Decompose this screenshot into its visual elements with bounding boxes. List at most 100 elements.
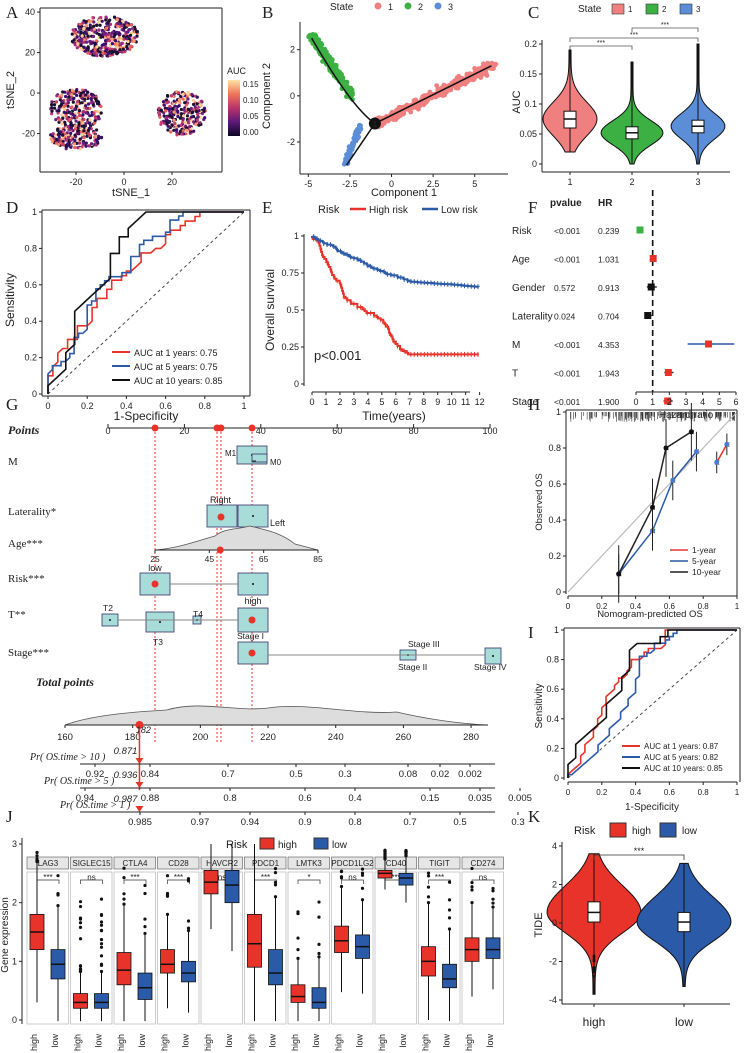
tsne-point [120, 24, 124, 28]
B-y-tick-label: 0 [290, 91, 295, 101]
G-point-marker [248, 424, 256, 432]
tsne-point [86, 128, 91, 132]
B-x-tick-label: 5 [472, 179, 477, 189]
tsne-point [82, 110, 86, 114]
C-x-tick-label: 1 [567, 177, 572, 187]
tsne-point [62, 110, 66, 114]
J-box [73, 993, 88, 1009]
tsne-point [73, 138, 77, 143]
H-x-tick-label: 0.8 [698, 602, 710, 611]
C-sig-bracket [569, 45, 633, 50]
tsne-point [67, 128, 71, 132]
J-sig-label: *** [130, 873, 139, 882]
tsne-point [122, 50, 126, 54]
F-x-tick-label: 6 [733, 397, 738, 407]
H-x-tick-label: 1 [735, 602, 740, 611]
J-gene-name: CD28 [168, 859, 189, 868]
J-outlier [99, 928, 104, 932]
tsne-point [82, 26, 86, 30]
I-x-tick-label: 1 [735, 788, 740, 797]
I-legend-label: AUC at 10 years: 0.85 [644, 764, 723, 773]
J-outlier [99, 920, 104, 924]
J-outlier [470, 885, 474, 889]
A-colorbar-tick: 0.05 [243, 112, 259, 121]
tsne-point [65, 138, 69, 142]
J-outlier [470, 888, 474, 892]
K-outlier [592, 958, 596, 962]
tsne-point [97, 117, 101, 121]
tsne-point [84, 141, 88, 145]
tsne-point [170, 115, 174, 119]
H-curve-0 [716, 444, 728, 463]
B-x-tick-label: -2.5 [342, 179, 358, 189]
J-outlier [470, 901, 474, 905]
J-outlier [78, 937, 83, 941]
tsne-point [175, 133, 179, 137]
H-y-tick-label: 0.2 [548, 551, 561, 561]
tsne-point [176, 114, 180, 119]
B-trajectory [310, 37, 492, 166]
J-outlier [56, 892, 60, 896]
G-stage-level: Stage IV [474, 662, 507, 672]
tsne-point [107, 39, 112, 43]
tsne-point [94, 134, 98, 138]
tsne-point [73, 34, 77, 38]
B-point-state3 [343, 158, 348, 164]
tsne-point [173, 121, 177, 126]
tsne-point [75, 35, 79, 39]
G-prob-tick-label: 0.92 [86, 769, 105, 780]
tsne-point [86, 34, 90, 38]
B-y-tick-label: 2 [290, 45, 295, 55]
I-legend-label: AUC at 1 years: 0.87 [644, 742, 719, 751]
tsne-point [110, 42, 114, 46]
J-outlier [78, 921, 83, 925]
F-point [649, 255, 657, 262]
C-legend-label: 1 [628, 5, 633, 14]
G-prob-tick-label: 0.3 [338, 769, 351, 780]
tsne-point [122, 37, 126, 41]
G-prob-tick-label: 0.002 [458, 769, 482, 780]
tsne-point [199, 99, 204, 103]
tsne-point [93, 30, 97, 34]
G-prob-tick-label: 0.88 [141, 793, 160, 804]
D-y-tick-label: 0.4 [24, 316, 37, 326]
tsne-point [80, 37, 84, 41]
J-outlier [296, 956, 300, 960]
J-sig-label: ns [479, 873, 487, 882]
tsne-point [175, 128, 179, 132]
G-box-stageIV-dot [492, 655, 494, 657]
tsne-point [161, 100, 166, 104]
J-strip [113, 856, 156, 870]
F-row-hr: 0.913 [598, 283, 620, 293]
tsne-point [116, 22, 121, 26]
F-row-pvalue: 0.024 [554, 312, 576, 322]
tsne-point [84, 144, 88, 148]
J-outlier [99, 923, 104, 927]
J-group-label: low [137, 1034, 147, 1048]
F-point [664, 397, 672, 405]
B-point-state1 [485, 60, 491, 66]
tsne-point [62, 104, 66, 108]
tsne-point [83, 97, 87, 101]
J-group-label: low [442, 1034, 452, 1048]
tsne-point [76, 42, 80, 46]
tsne-point [181, 92, 185, 97]
B-point-state1 [463, 80, 469, 85]
tsne-point [89, 97, 93, 101]
J-facet [244, 871, 287, 1025]
J-outlier [122, 875, 126, 880]
panel-letter-E: E [262, 198, 272, 217]
E-y-tick-label: 0.25 [281, 342, 299, 352]
J-outlier [296, 947, 300, 952]
F-header-hr: HR [598, 198, 613, 209]
tsne-point [180, 132, 184, 136]
D-x-tick-label: 0.8 [199, 401, 212, 411]
tsne-point [100, 19, 104, 23]
tsne-point [93, 116, 98, 120]
J-outlier [165, 893, 170, 897]
E-legend-label: High risk [369, 205, 409, 216]
tsne-point [182, 108, 186, 112]
tsne-point [86, 90, 90, 94]
C-x-tick-label: 2 [629, 177, 634, 187]
tsne-point [83, 101, 87, 105]
